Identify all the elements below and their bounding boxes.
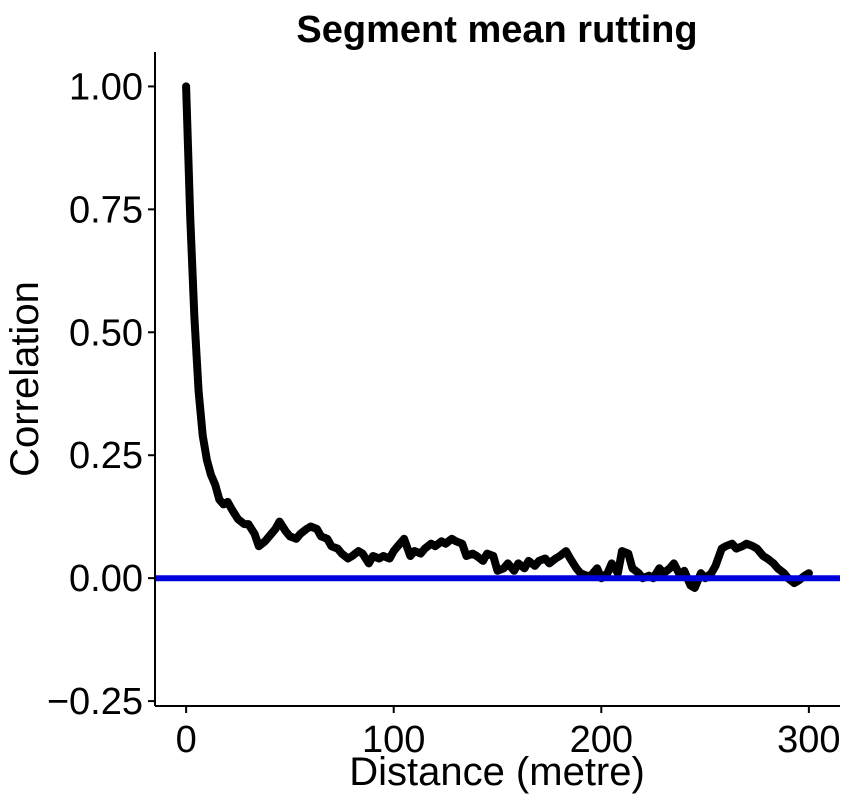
y-axis-title: Correlation [3,281,47,477]
y-tick-label: −0.25 [47,681,143,723]
correlation-line [182,82,813,592]
y-tick-label: 0.00 [69,558,143,600]
x-axis-ticks: 0 100 200 300 [176,706,841,761]
y-tick-label: 0.25 [69,435,143,477]
x-axis-title: Distance (metre) [349,750,645,794]
chart-title: Segment mean rutting [296,9,697,51]
y-axis-ticks: −0.25 0.00 0.25 0.50 0.75 1.00 [47,66,155,723]
plot-area [155,82,840,592]
x-tick-label: 100 [362,719,425,761]
x-tick-label: 200 [570,719,633,761]
y-tick-label: 0.50 [69,312,143,354]
x-tick-label: 0 [176,719,197,761]
y-tick-label: 0.75 [69,189,143,231]
y-tick-label: 1.00 [69,66,143,108]
x-tick-label: 300 [777,719,840,761]
